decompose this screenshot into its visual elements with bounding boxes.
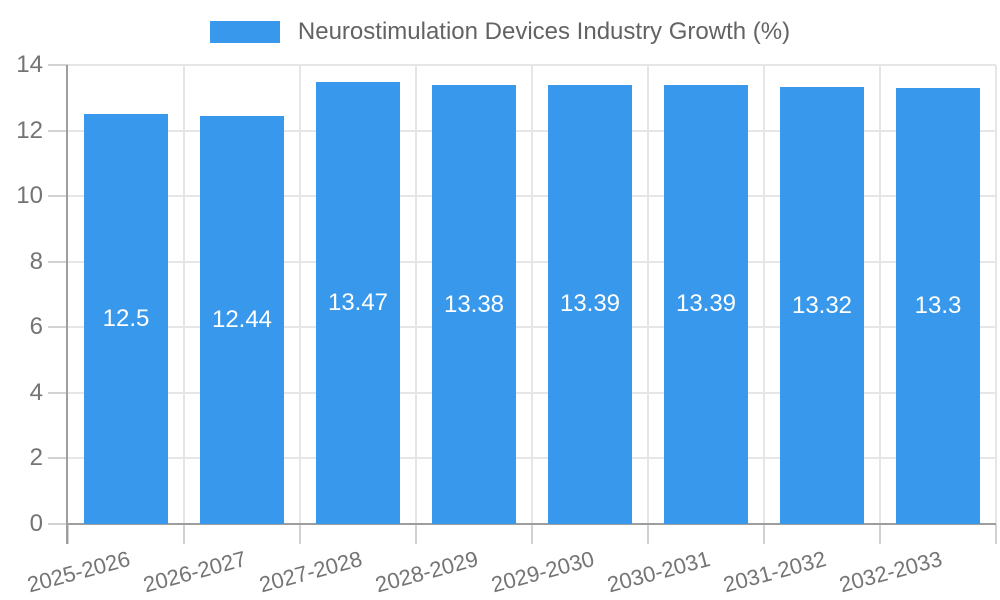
bar-value-label: 12.44 <box>211 306 273 334</box>
x-gridline <box>299 65 301 524</box>
x-tick-label: 2029-2030 <box>488 546 597 598</box>
x-gridline <box>763 65 765 524</box>
x-tick-label: 2027-2028 <box>256 546 365 598</box>
x-tick-label: 2026-2027 <box>140 546 249 598</box>
y-axis-tick <box>48 64 68 66</box>
y-tick-label: 14 <box>16 51 43 78</box>
y-tick-label: 6 <box>29 313 43 341</box>
x-axis-tick <box>67 524 69 544</box>
legend-item[interactable]: Neurostimulation Devices Industry Growth… <box>209 18 791 46</box>
x-axis-tick <box>183 524 185 544</box>
x-tick-label: 2032-2033 <box>836 546 945 598</box>
y-axis-tick <box>48 523 68 525</box>
bar-value-label: 12.5 <box>102 305 150 333</box>
x-axis-tick <box>879 524 881 544</box>
bar-value-label: 13.47 <box>327 289 389 317</box>
y-tick-label: 12 <box>16 116 43 144</box>
bar[interactable] <box>780 87 864 524</box>
bar-value-label: 13.3 <box>914 291 962 319</box>
x-axis-tick <box>995 524 997 544</box>
legend: Neurostimulation Devices Industry Growth… <box>0 15 1000 49</box>
x-gridline <box>531 65 533 524</box>
x-gridline <box>415 65 417 524</box>
y-tick-label: 10 <box>16 182 43 210</box>
x-axis-tick <box>299 524 301 544</box>
legend-swatch-icon <box>209 21 280 43</box>
x-tick-label: 2030-2031 <box>604 546 713 598</box>
y-axis-line <box>66 65 68 544</box>
x-axis-tick <box>531 524 533 544</box>
y-axis-tick <box>48 457 68 460</box>
x-axis-tick <box>647 524 649 544</box>
y-tick-label: 0 <box>29 510 43 537</box>
x-gridline <box>183 65 185 524</box>
bar-value-label: 13.32 <box>791 291 853 319</box>
bar[interactable] <box>84 114 168 524</box>
y-tick-label: 4 <box>29 378 43 406</box>
y-axis-tick <box>48 129 68 132</box>
y-axis-tick <box>48 391 68 394</box>
bar[interactable] <box>896 87 980 524</box>
y-axis-tick <box>48 326 68 329</box>
bar[interactable] <box>316 82 400 524</box>
y-axis-tick <box>48 195 68 198</box>
legend-label: Neurostimulation Devices Industry Growth… <box>297 18 791 45</box>
bar[interactable] <box>664 84 748 524</box>
x-tick-label: 2025-2026 <box>24 546 133 598</box>
y-axis-tick <box>48 260 68 263</box>
x-tick-label: 2031-2032 <box>720 546 829 598</box>
bar[interactable] <box>200 116 284 524</box>
x-tick-label: 2028-2029 <box>372 546 481 598</box>
bar-value-label: 13.39 <box>675 290 737 318</box>
x-axis-tick <box>763 524 765 544</box>
bar[interactable] <box>432 85 516 524</box>
x-gridline <box>647 65 649 524</box>
y-tick-label: 8 <box>29 247 43 275</box>
x-gridline <box>879 65 881 524</box>
x-axis-tick <box>415 524 417 544</box>
bar[interactable] <box>548 84 632 524</box>
x-gridline <box>995 65 997 524</box>
y-tick-label: 2 <box>29 444 43 472</box>
bar-value-label: 13.39 <box>559 290 621 318</box>
bar-value-label: 13.38 <box>443 290 505 318</box>
x-axis-line <box>66 523 996 525</box>
